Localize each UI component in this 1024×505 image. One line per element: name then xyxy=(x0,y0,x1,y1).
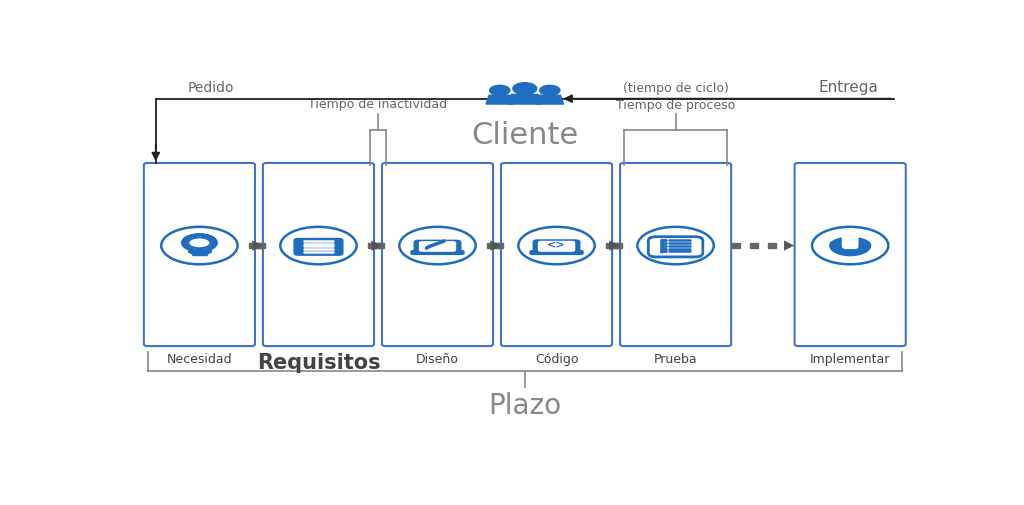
Text: Código: Código xyxy=(535,352,579,365)
Text: Entrega: Entrega xyxy=(818,80,878,95)
Polygon shape xyxy=(535,96,563,105)
Bar xyxy=(257,244,265,248)
FancyBboxPatch shape xyxy=(263,164,374,346)
Circle shape xyxy=(829,236,870,256)
Text: Necesidad: Necesidad xyxy=(167,352,232,365)
Circle shape xyxy=(513,83,537,95)
Bar xyxy=(249,244,257,248)
Text: (tiempo de ciclo): (tiempo de ciclo) xyxy=(623,82,728,95)
FancyBboxPatch shape xyxy=(530,251,583,255)
FancyBboxPatch shape xyxy=(501,164,612,346)
Bar xyxy=(492,244,499,248)
Bar xyxy=(487,244,495,248)
Text: Tiempo de proceso: Tiempo de proceso xyxy=(616,99,735,112)
Bar xyxy=(368,244,376,248)
Text: Prueba: Prueba xyxy=(653,352,697,365)
FancyBboxPatch shape xyxy=(382,164,494,346)
Circle shape xyxy=(161,227,238,265)
Circle shape xyxy=(812,227,889,265)
Bar xyxy=(614,244,622,248)
Bar xyxy=(732,244,740,248)
FancyBboxPatch shape xyxy=(294,239,343,256)
Polygon shape xyxy=(188,238,211,249)
Polygon shape xyxy=(181,235,217,252)
Polygon shape xyxy=(486,96,515,105)
FancyBboxPatch shape xyxy=(620,164,731,346)
Text: Diseño: Diseño xyxy=(416,352,459,365)
Circle shape xyxy=(399,227,476,265)
Text: Cliente: Cliente xyxy=(471,121,579,150)
Text: Requisitos: Requisitos xyxy=(257,352,380,372)
FancyBboxPatch shape xyxy=(534,240,580,254)
FancyBboxPatch shape xyxy=(420,242,456,251)
Bar xyxy=(750,244,758,248)
FancyBboxPatch shape xyxy=(411,251,464,255)
Text: Implementar: Implementar xyxy=(810,352,890,365)
Text: Plazo: Plazo xyxy=(488,391,561,419)
Text: Tiempo de inactividad: Tiempo de inactividad xyxy=(308,98,447,111)
Text: Pedido: Pedido xyxy=(187,81,234,95)
Circle shape xyxy=(637,227,714,265)
Bar xyxy=(376,244,384,248)
FancyBboxPatch shape xyxy=(539,242,574,251)
FancyBboxPatch shape xyxy=(795,164,905,346)
FancyBboxPatch shape xyxy=(648,237,702,258)
FancyBboxPatch shape xyxy=(143,164,255,346)
FancyBboxPatch shape xyxy=(415,241,461,254)
Circle shape xyxy=(518,227,595,265)
Bar xyxy=(253,244,261,248)
Text: <>: <> xyxy=(547,240,566,250)
Circle shape xyxy=(281,227,356,265)
FancyBboxPatch shape xyxy=(843,236,858,249)
Bar xyxy=(372,244,380,248)
Polygon shape xyxy=(508,95,542,105)
Bar xyxy=(610,244,618,248)
Circle shape xyxy=(540,86,560,96)
Bar xyxy=(495,244,503,248)
Bar xyxy=(606,244,614,248)
Circle shape xyxy=(489,86,510,96)
Bar xyxy=(768,244,776,248)
